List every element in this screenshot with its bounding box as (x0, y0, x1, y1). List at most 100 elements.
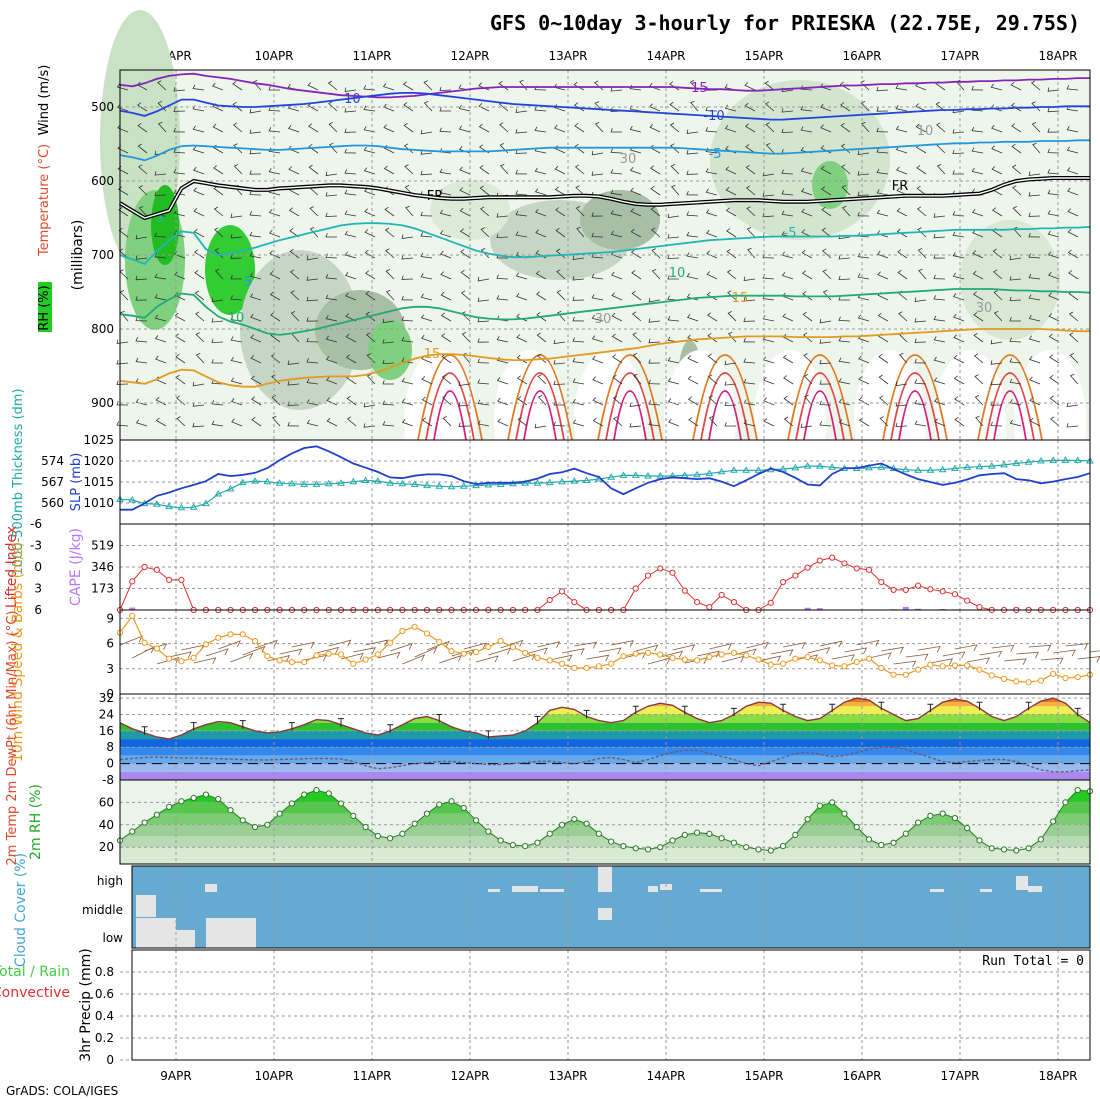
wind-barb (781, 108, 794, 113)
wind-barb-10m (512, 653, 536, 662)
wind-barb (251, 396, 262, 406)
wind-barb (687, 396, 699, 406)
wind-barb (914, 318, 927, 323)
rh-marker (153, 811, 160, 818)
wind-barb (516, 375, 528, 385)
wind-barb (991, 124, 1003, 133)
wind-barb (1011, 123, 1022, 133)
wind-speed-marker (276, 657, 283, 664)
wind-barb (477, 297, 490, 302)
wind-barb-10m (967, 657, 990, 665)
wind-barb (496, 233, 509, 239)
wind-barb (591, 294, 604, 301)
rh-marker (706, 830, 713, 837)
lifted-index-marker (730, 599, 738, 606)
wind-barb (1028, 355, 1041, 364)
lifted-index-marker (927, 586, 934, 593)
warm-isotherm (890, 372, 940, 441)
wind-barb (745, 164, 756, 175)
wind-barb (344, 189, 357, 196)
temp-band (120, 730, 1090, 740)
wind-barb (781, 169, 794, 175)
wind-barb (249, 252, 262, 259)
wind-barb-10m (500, 639, 524, 649)
wind-barb (138, 185, 148, 196)
wind-barb (992, 248, 1003, 259)
wind-barb (971, 126, 984, 133)
thickness-marker (435, 482, 444, 489)
wind-barb (841, 185, 851, 196)
wind-barb (591, 171, 604, 176)
y-tick-label: 0.8 (95, 965, 114, 979)
rh-marker (436, 801, 443, 808)
wind-barb (325, 233, 337, 238)
lifted-index-marker (693, 599, 701, 606)
wind-barb (743, 297, 756, 302)
thickness-marker (742, 466, 751, 473)
temp-band (120, 763, 1090, 772)
cloud-level-label: middle (82, 903, 123, 917)
lifted-index-marker (939, 588, 946, 595)
wind-barb (290, 311, 300, 322)
wind-barb (918, 268, 927, 280)
contour-label: -5 (784, 226, 797, 241)
wind-barb (440, 312, 452, 322)
lifted-index-marker (669, 569, 676, 576)
wind-barb-10m (525, 647, 548, 655)
wind-barb (499, 163, 509, 175)
wind-speed-marker (190, 654, 197, 661)
wind-barb (382, 380, 394, 385)
wind-barb (420, 211, 433, 217)
wind-barb (801, 229, 813, 238)
wind-barb (553, 104, 566, 112)
wind-barb (135, 316, 148, 322)
wind-barb (421, 376, 433, 385)
wind-barb (439, 230, 452, 238)
wind-barb (1010, 102, 1022, 112)
wind-barb (632, 332, 642, 343)
wind-barb (705, 209, 718, 217)
wind-barb (192, 381, 205, 387)
rh-band (120, 847, 1090, 864)
axis-label: 10m Wind Speed & Barbs (m/s) (10, 542, 26, 762)
wind-barb (895, 381, 908, 387)
wind-barb (610, 230, 623, 238)
wind-barb (1049, 354, 1060, 364)
wind-barb (1009, 317, 1021, 322)
wind-barb (344, 87, 357, 92)
wind-barb (915, 103, 927, 112)
rh-marker (411, 820, 418, 827)
wind-barb (515, 210, 528, 217)
wind-barb (594, 122, 604, 133)
wind-barb-10m (1004, 658, 1027, 665)
rh-marker (608, 838, 615, 845)
wind-barb (840, 122, 851, 133)
warm-isotherm (985, 372, 1035, 441)
wind-barb (195, 311, 205, 322)
wind-barb (990, 380, 1003, 386)
wind-barb (838, 255, 851, 260)
wind-barb (536, 291, 547, 301)
cloud-gap (1028, 886, 1042, 892)
thickness-marker (202, 499, 210, 507)
wind-speed-marker (669, 654, 676, 661)
wind-barb (1028, 335, 1041, 343)
thickness-marker (1061, 456, 1070, 463)
rh-shade-blob (368, 320, 412, 380)
wind-barb (667, 377, 680, 385)
wind-barb (232, 122, 243, 133)
wind-barb (250, 355, 262, 364)
wind-barb (783, 395, 794, 406)
wind-barb (120, 310, 129, 322)
wind-barb (192, 422, 205, 428)
wind-barb-10m (328, 639, 352, 647)
wind-barb (268, 209, 281, 217)
rh-marker (227, 807, 234, 814)
wind-barb (705, 168, 718, 175)
isotherm-m10 (119, 92, 1090, 121)
minmax-whisker (288, 722, 295, 731)
wind-barb-10m (979, 650, 1003, 658)
wind-barb (708, 416, 718, 427)
wind-barb (857, 314, 870, 322)
